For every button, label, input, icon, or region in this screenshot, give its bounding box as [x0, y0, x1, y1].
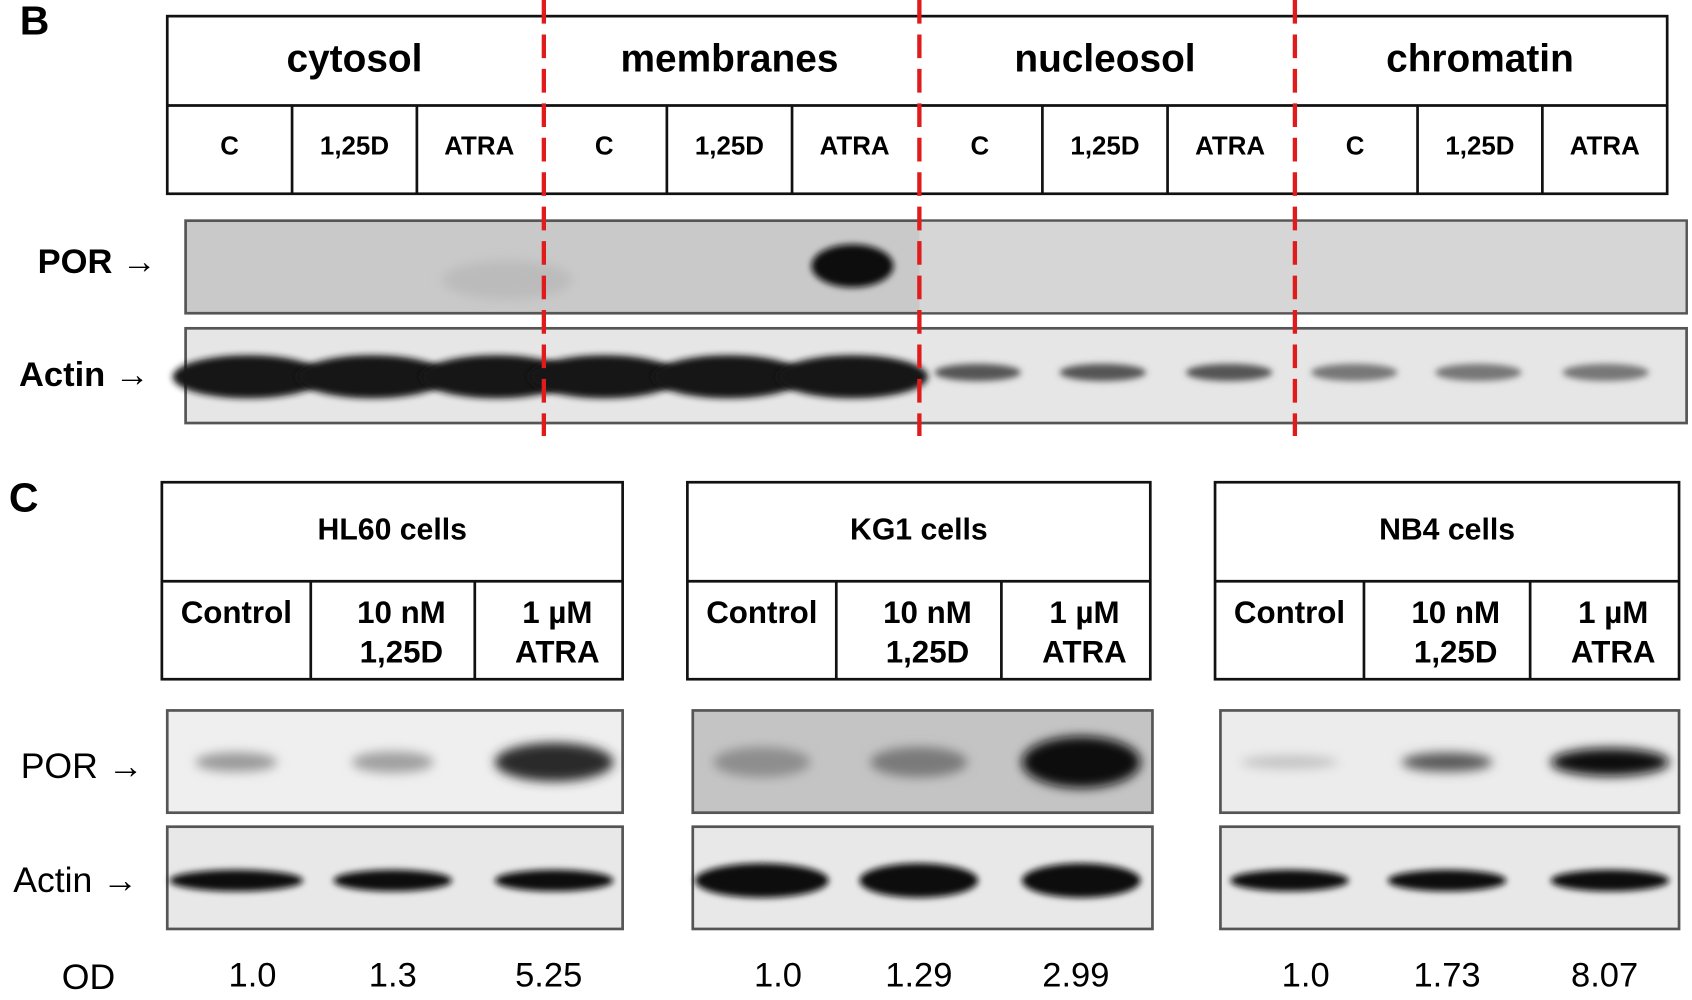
panel-label: C	[9, 474, 39, 520]
band	[195, 752, 278, 772]
row-label: Actin →	[13, 860, 138, 900]
fraction-title: membranes	[620, 38, 838, 81]
band	[1311, 363, 1398, 382]
band	[1550, 869, 1670, 892]
lane-label: ATRA	[1042, 635, 1127, 670]
band	[528, 355, 680, 399]
lane-label: 1,25D	[320, 132, 389, 160]
band	[442, 260, 572, 300]
row-label: Actin →	[19, 356, 149, 394]
band	[172, 355, 324, 399]
od-value: 1.0	[1282, 957, 1330, 995]
band	[1550, 748, 1670, 777]
group-title: HL60 cells	[318, 514, 467, 547]
band	[1401, 752, 1493, 772]
lane-label: 1,25D	[1445, 132, 1514, 160]
band	[776, 355, 929, 399]
lane-label: Control	[1234, 595, 1345, 630]
band	[420, 355, 572, 399]
lane-label: 1 µM	[1049, 595, 1119, 630]
group-title: KG1 cells	[850, 514, 988, 547]
lane-label: C	[220, 132, 239, 160]
band	[652, 355, 804, 399]
lane-label: 1,25D	[695, 132, 764, 160]
lane-label: 10 nM	[1411, 595, 1500, 630]
od-value: 1.0	[229, 957, 277, 995]
lane-label: 1,25D	[1070, 132, 1139, 160]
band	[811, 244, 894, 288]
od-value: 1.3	[369, 957, 417, 995]
row-label: POR →	[21, 746, 144, 786]
lane-label: 10 nM	[883, 595, 972, 630]
band	[1240, 755, 1339, 769]
lane-label: Control	[706, 595, 817, 630]
band	[1021, 863, 1141, 898]
fraction-title: chromatin	[1386, 38, 1574, 81]
lane-label: 1,25D	[886, 635, 969, 670]
lane-label: ATRA	[515, 635, 600, 670]
od-value: 1.0	[754, 957, 802, 995]
od-value: 1.73	[1413, 957, 1480, 995]
od-value: 5.25	[515, 957, 582, 995]
band	[494, 742, 614, 782]
band	[859, 863, 979, 898]
band	[351, 751, 434, 773]
band	[713, 747, 811, 778]
blot-por-right	[919, 221, 1686, 313]
lane-label: 10 nM	[357, 595, 446, 630]
band	[1185, 363, 1273, 382]
band	[694, 863, 829, 898]
od-value: 8.07	[1571, 957, 1638, 995]
lane-label: C	[970, 132, 989, 160]
lane-label: 1,25D	[1414, 635, 1497, 670]
lane-label: 1,25D	[360, 635, 443, 670]
band	[333, 869, 453, 892]
fraction-title: nucleosol	[1014, 38, 1195, 81]
band	[296, 355, 448, 399]
lane-label: ATRA	[444, 132, 514, 160]
lane-label: ATRA	[1195, 132, 1265, 160]
lane-label: C	[595, 132, 614, 160]
band	[1230, 869, 1349, 892]
lane-label: C	[1346, 132, 1365, 160]
band	[494, 869, 614, 892]
od-label: OD	[62, 957, 115, 997]
band	[1059, 363, 1146, 382]
band	[169, 869, 304, 892]
lane-label: ATRA	[1571, 635, 1656, 670]
band	[1562, 363, 1649, 382]
fraction-title: cytosol	[287, 38, 423, 81]
blots	[160, 0, 1688, 931]
panel-label: B	[20, 0, 50, 43]
lane-label: 1 µM	[1578, 595, 1648, 630]
od-value: 2.99	[1042, 957, 1109, 995]
lane-label: 1 µM	[522, 595, 592, 630]
band	[1021, 736, 1141, 788]
lane-label: ATRA	[820, 132, 890, 160]
lane-label: ATRA	[1570, 132, 1640, 160]
band	[1435, 363, 1522, 382]
row-label: POR →	[38, 243, 157, 281]
band	[1387, 869, 1507, 892]
od-value: 1.29	[885, 957, 952, 995]
band	[934, 363, 1021, 382]
band	[870, 747, 968, 778]
lane-label: Control	[181, 595, 292, 630]
group-title: NB4 cells	[1379, 514, 1515, 547]
